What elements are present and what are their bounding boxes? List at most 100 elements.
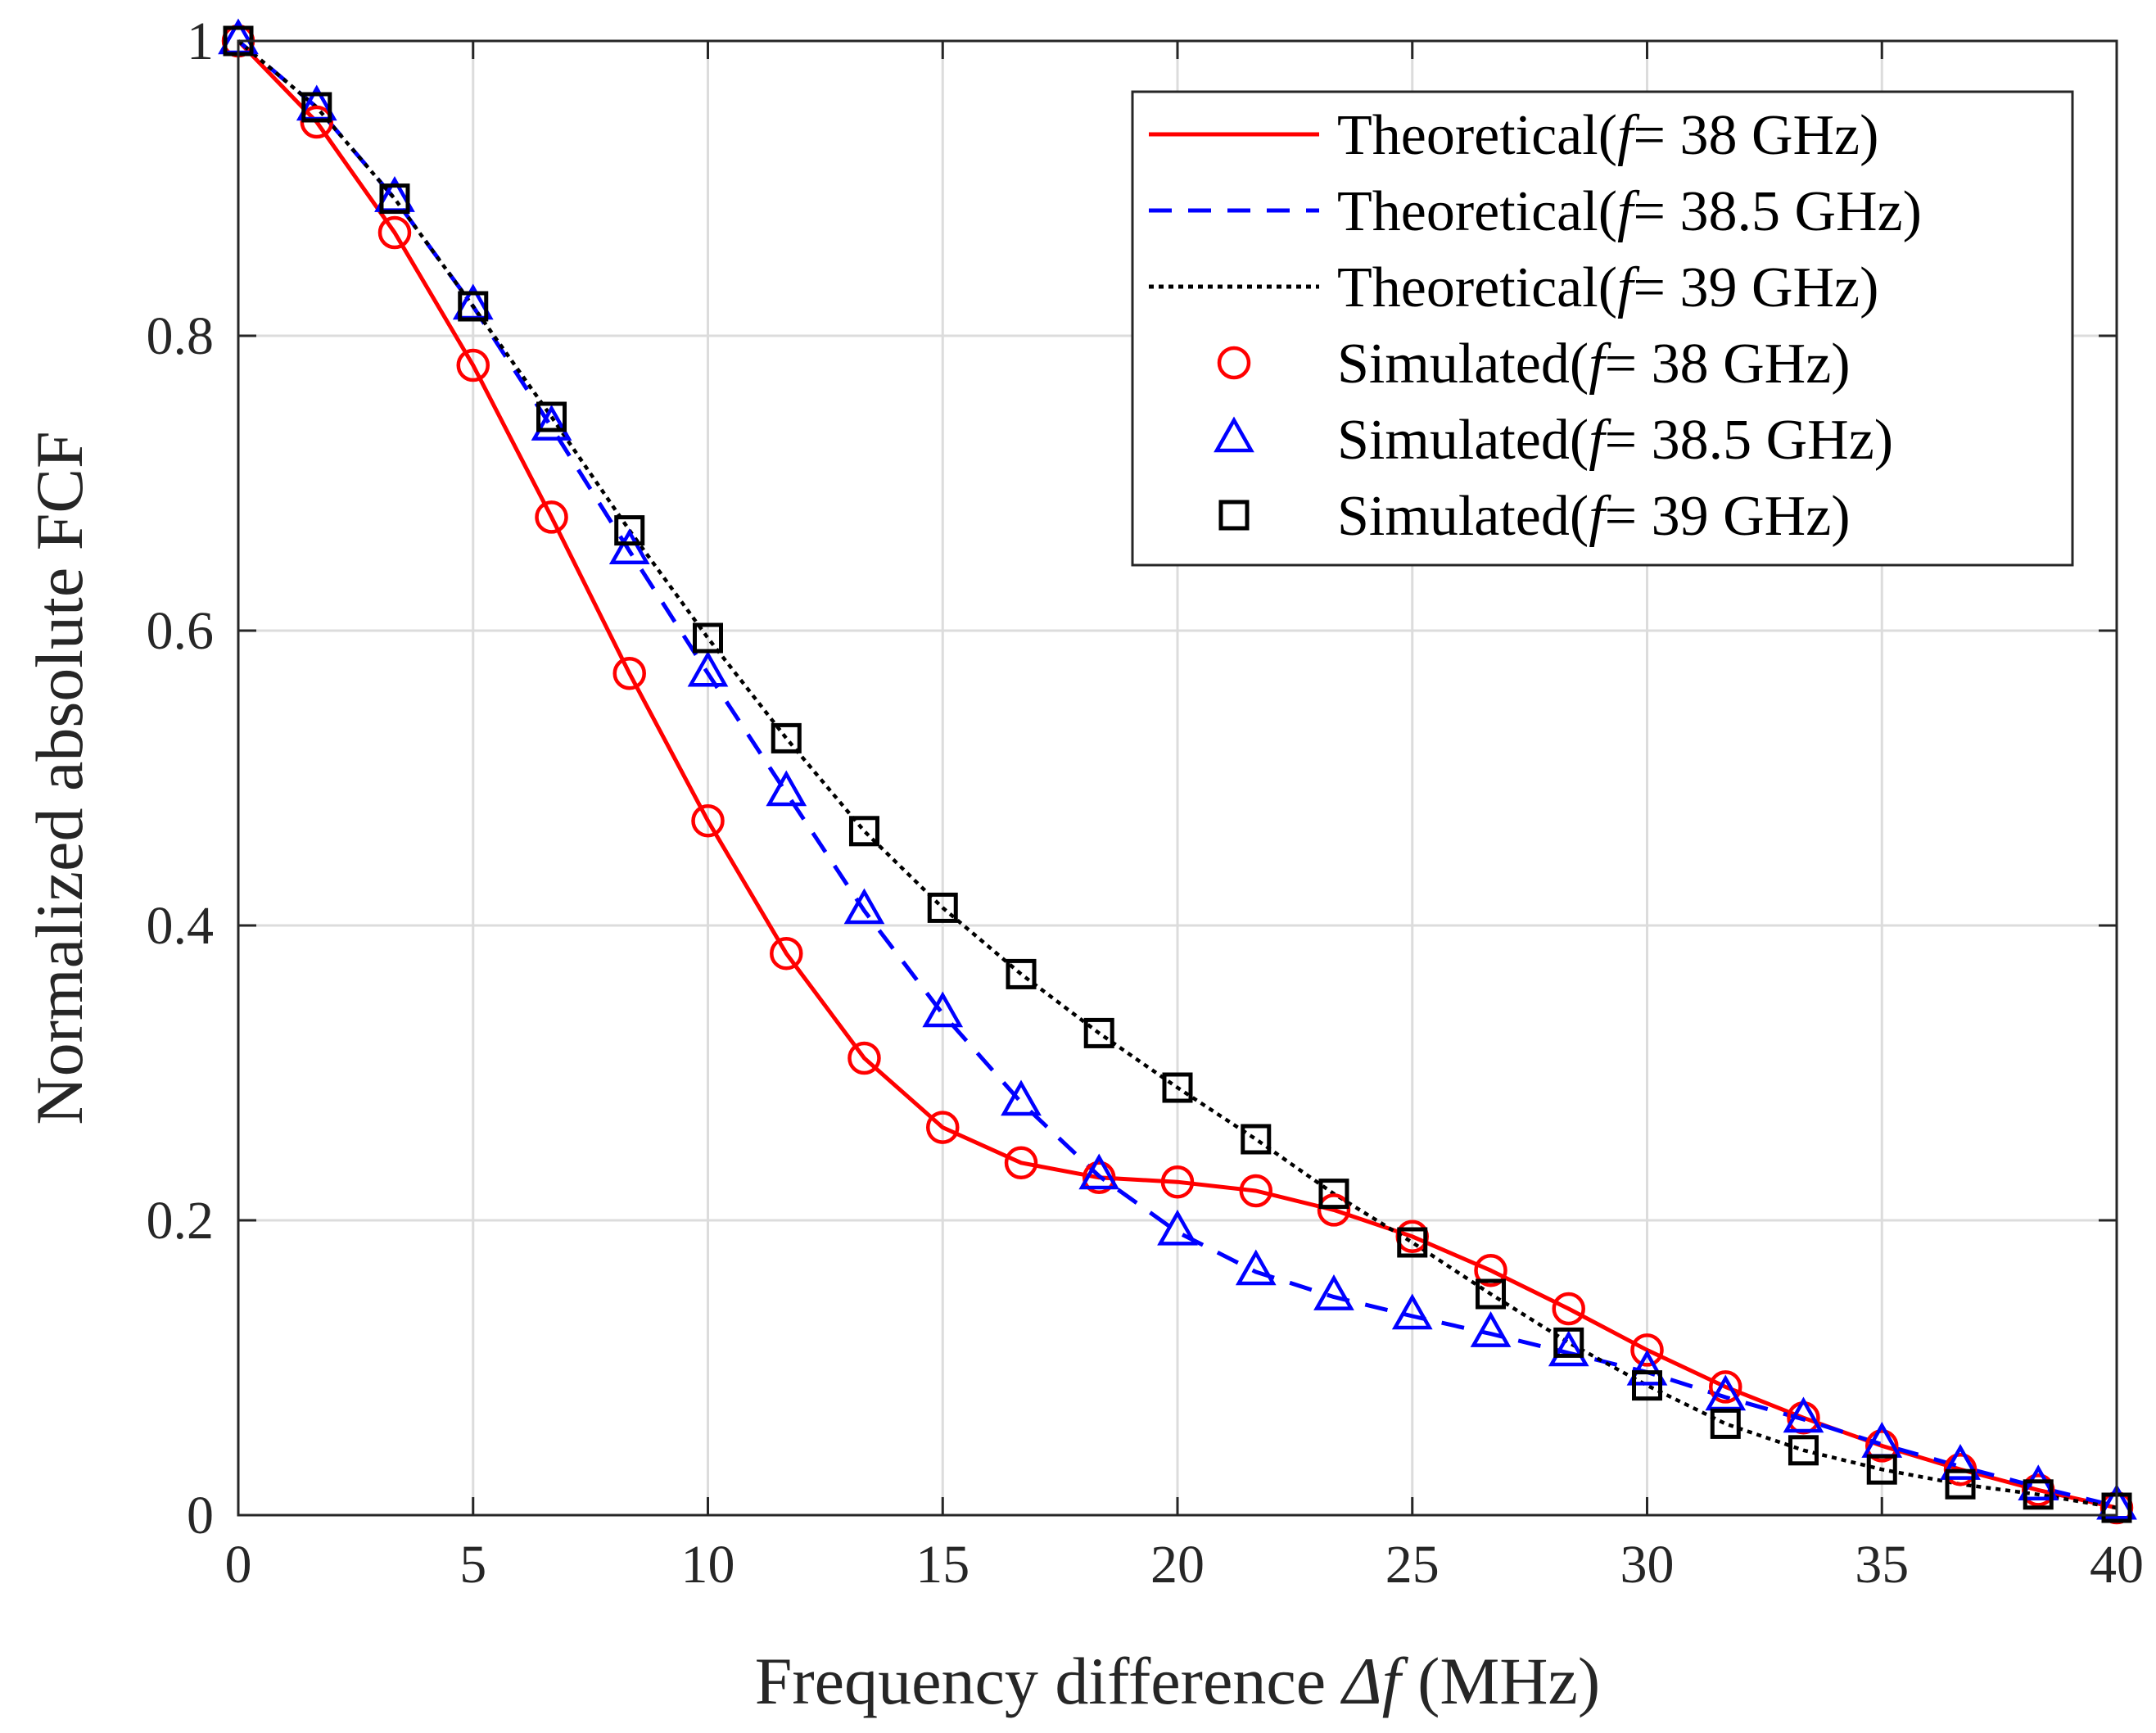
data-point-circle (456, 348, 490, 382)
data-point-triangle (843, 888, 885, 925)
data-point-circle (770, 936, 803, 971)
legend-label: Theoretical(f= 38.5 GHz) (1337, 180, 1922, 243)
legend-label-prefix: Simulated( (1337, 485, 1589, 548)
series-3 (221, 24, 2134, 1525)
data-point-square (1632, 1370, 1662, 1401)
legend-label: Simulated(f= 38 GHz) (1337, 333, 1851, 396)
x-tick-label: 25 (1385, 1535, 1440, 1595)
legend-label-prefix: Simulated( (1337, 333, 1589, 396)
data-point-square (1553, 1327, 1584, 1358)
data-point-circle (926, 1111, 960, 1144)
data-point-circle (1865, 1429, 1899, 1463)
data-point-circle (1552, 1292, 1585, 1326)
legend-label-prefix: Theoretical( (1337, 256, 1617, 319)
data-point-triangle (766, 770, 807, 807)
x-tick-label: 10 (681, 1535, 735, 1595)
data-point-square (771, 722, 802, 753)
data-point-circle (377, 215, 412, 250)
legend-label-frequency: = 39 GHz) (1633, 256, 1878, 319)
x-tick-label: 35 (1855, 1535, 1909, 1595)
x-tick-label: 20 (1150, 1535, 1205, 1595)
x-axis-title: Frequency difference Δf (MHz) (755, 1644, 1600, 1718)
legend-entry-5: Simulated(f= 39 GHz) (1218, 485, 1851, 548)
y-tick-label: 0.8 (147, 306, 215, 366)
x-axis-title-suffix: (MHz) (1401, 1644, 1601, 1718)
x-tick-label: 5 (459, 1535, 486, 1595)
legend-label: Theoretical(f= 39 GHz) (1337, 256, 1878, 319)
legend-label-frequency: = 38.5 GHz) (1605, 409, 1893, 472)
x-axis-title-prefix: Frequency difference (755, 1644, 1343, 1718)
data-point-triangle (1391, 1293, 1433, 1330)
data-point-square (614, 515, 645, 546)
x-tick-label: 40 (2090, 1535, 2144, 1595)
x-tick-label: 0 (225, 1535, 252, 1595)
data-point-triangle (608, 528, 650, 565)
data-point-square (848, 816, 879, 847)
legend-label: Simulated(f= 39 GHz) (1337, 485, 1851, 548)
data-point-square (693, 622, 723, 654)
data-point-square (1397, 1227, 1428, 1258)
data-point-square (927, 892, 958, 923)
y-axis-title: Normalized absolute FCF (22, 431, 97, 1124)
legend-entry-3: Simulated(f= 38 GHz) (1217, 333, 1851, 396)
y-tick-label: 1 (187, 11, 214, 71)
y-tick-label: 0.2 (147, 1191, 215, 1251)
y-tick-label: 0 (187, 1486, 214, 1545)
legend-label-prefix: Theoretical( (1337, 104, 1617, 167)
data-point-square (1006, 958, 1037, 989)
y-tick-label: 0.6 (147, 601, 215, 661)
data-point-circle (1630, 1333, 1664, 1367)
data-point-circle (1474, 1253, 1507, 1287)
data-point-triangle (1235, 1249, 1277, 1286)
legend-label: Simulated(f= 38.5 GHz) (1337, 409, 1893, 472)
x-axis-title-symbol: Δf (1340, 1644, 1409, 1718)
series-2 (237, 39, 2118, 1510)
data-point-square (1162, 1072, 1193, 1103)
legend-label-frequency: = 38.5 GHz) (1633, 180, 1921, 243)
data-point-square (1945, 1468, 1976, 1500)
data-point-triangle (1470, 1311, 1512, 1347)
legend-entry-4: Simulated(f= 38.5 GHz) (1214, 409, 1893, 472)
data-point-square (458, 291, 489, 322)
legend-marker-circle (1217, 346, 1251, 380)
data-point-square (536, 401, 567, 432)
data-point-square (1710, 1408, 1741, 1439)
data-point-circle (535, 500, 568, 534)
data-point-square (379, 183, 410, 215)
data-point-triangle (1078, 1153, 1120, 1190)
legend-marker-square (1218, 500, 1250, 531)
data-point-triangle (2096, 1483, 2137, 1520)
data-point-circle (1709, 1370, 1742, 1404)
data-point-triangle (1626, 1349, 1668, 1386)
series-line-dotted (237, 39, 2118, 1510)
data-point-triangle (922, 991, 964, 1028)
data-point-triangle (1001, 1079, 1042, 1116)
data-point-square (1476, 1278, 1507, 1310)
data-point-square (1083, 1017, 1114, 1048)
data-point-circle (1317, 1193, 1351, 1227)
data-point-triangle (1548, 1330, 1589, 1367)
legend-marker-triangle (1214, 416, 1254, 453)
data-point-circle (1004, 1146, 1038, 1180)
legend-entry-1: Theoretical(f= 38.5 GHz) (1149, 180, 1922, 243)
data-point-square (2023, 1479, 2054, 1510)
data-point-square (1866, 1454, 1897, 1485)
data-point-circle (691, 803, 725, 838)
series-line-dashed (237, 39, 2118, 1509)
legend-label-prefix: Simulated( (1337, 409, 1589, 472)
data-point-circle (1082, 1161, 1116, 1195)
data-point-circle (847, 1041, 881, 1075)
data-point-square (1788, 1435, 1819, 1466)
data-point-triangle (531, 405, 572, 441)
data-point-square (301, 92, 332, 123)
data-point-triangle (687, 650, 729, 687)
x-tick-label: 30 (1620, 1535, 1675, 1595)
legend-label-frequency: = 38 GHz) (1633, 104, 1878, 167)
legend-label: Theoretical(f= 38 GHz) (1337, 104, 1878, 167)
y-tick-label: 0.4 (147, 896, 215, 956)
series-1 (237, 39, 2118, 1509)
legend-label-frequency: = 39 GHz) (1605, 485, 1851, 548)
data-point-circle (1239, 1174, 1273, 1208)
data-point-square (1241, 1124, 1272, 1155)
